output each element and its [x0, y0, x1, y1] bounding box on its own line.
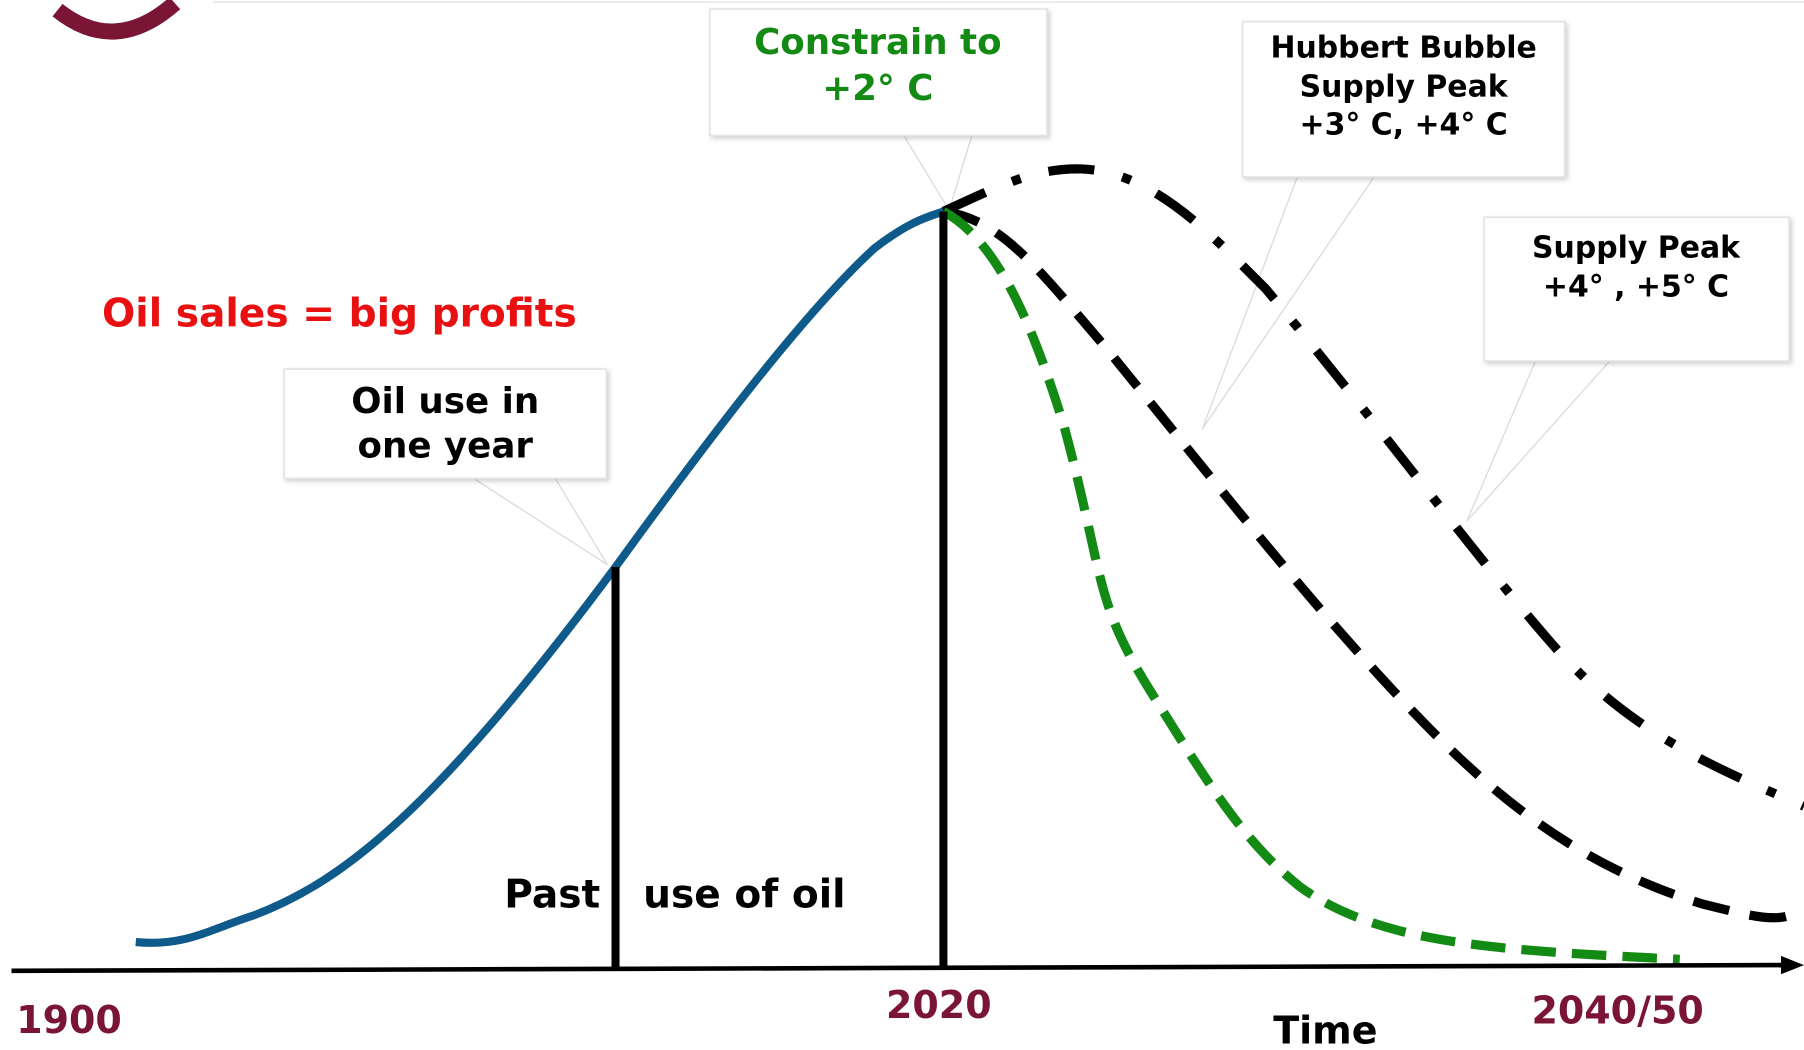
axis-end: 2040/50	[1531, 989, 1703, 1033]
callout-text: +2° C	[822, 68, 933, 109]
callout-text: +4° , +5° C	[1543, 270, 1729, 305]
time-axis	[11, 962, 1786, 974]
axis-now: 2020	[886, 983, 992, 1027]
callout-text: Oil use in	[351, 381, 539, 422]
axis-start: 1900	[16, 998, 122, 1042]
logo	[52, 0, 181, 40]
constrain-curve	[941, 207, 1680, 964]
past-label: Past	[504, 873, 600, 918]
hubbert-curve	[942, 206, 1791, 923]
callout-box	[709, 8, 1048, 137]
past-label: use of oil	[643, 873, 845, 918]
callout-box	[1483, 216, 1790, 362]
callout-text: Hubbert Bubble	[1270, 30, 1536, 65]
callout-text: Supply Peak	[1532, 231, 1741, 266]
callout-text: one year	[357, 426, 533, 467]
supply-peak-curve	[941, 164, 1804, 811]
callout-text: Constrain to	[754, 22, 1002, 63]
callout-pointer	[1201, 175, 1377, 430]
callout-pointer	[469, 476, 609, 566]
callout-box	[283, 368, 608, 480]
past-curve	[135, 207, 945, 947]
axis-arrow	[1780, 955, 1804, 975]
callout-text: Supply Peak	[1300, 69, 1509, 104]
callout-pointer	[1466, 359, 1613, 522]
axis-label: Time	[1273, 1008, 1377, 1050]
callout-text: +3° C, +4° C	[1300, 107, 1508, 142]
headline: Oil sales = big profits	[102, 292, 577, 337]
callout-box	[1241, 20, 1566, 178]
